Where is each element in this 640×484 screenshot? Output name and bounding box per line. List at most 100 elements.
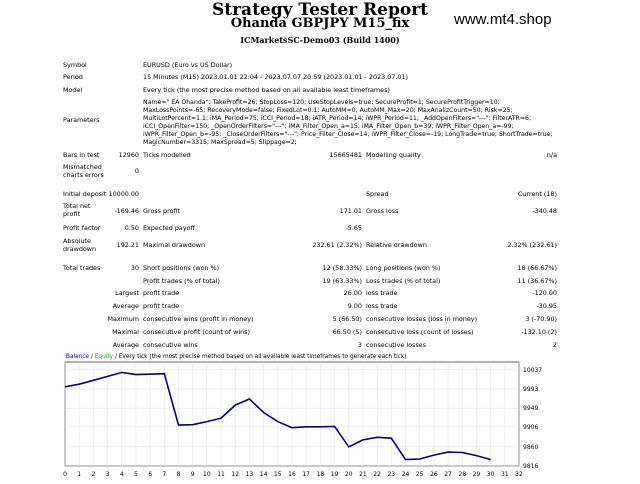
x-tick-label: 9	[191, 471, 195, 478]
legend-sep: /	[89, 354, 95, 360]
avg-cl-value: 2	[552, 341, 557, 349]
grossloss-label: Gross loss	[366, 207, 399, 215]
deposit-label: Initial deposit	[63, 190, 107, 198]
ticks-value: 15665481	[329, 151, 362, 159]
largest-profit-value: 26.00	[343, 289, 362, 297]
y-tick-label: 9816	[523, 463, 538, 470]
average-profit-label: profit trade	[143, 302, 180, 310]
y-tick-label: 9949	[523, 405, 538, 412]
x-tick-label: 25	[416, 471, 424, 478]
maxdd-value: 232.61 (2.32%)	[312, 241, 362, 249]
largest-label: Largest	[115, 289, 139, 297]
netprofit-label: Total net profit	[63, 202, 91, 218]
legend-equity: Equity	[94, 354, 114, 360]
chart-legend: Balance / Equity / Every tick (the most …	[66, 354, 407, 360]
quality-value: n/a	[546, 151, 557, 159]
max-cw-value: 5 (66.50)	[332, 315, 362, 323]
maxdd-label: Maximal drawdown	[143, 241, 206, 249]
x-tick-label: 31	[501, 471, 509, 478]
average-loss-value: -30.95	[536, 302, 557, 310]
trades-value: 30	[130, 264, 139, 272]
ltrades-label: Loss trades (% of total)	[366, 277, 441, 285]
symbol-label: Symbol	[63, 61, 87, 69]
mismatch-label: Mismatched charts errors	[63, 163, 104, 179]
x-tick-label: 3	[106, 471, 110, 478]
watermark: www.mt4.shop	[454, 11, 552, 28]
max-cw-label: consecutive wins (profit in money)	[143, 315, 254, 323]
period-label: Period	[63, 73, 83, 81]
grossprofit-label: Gross profit	[143, 207, 181, 215]
x-tick-label: 15	[274, 471, 282, 478]
maximal-cl-label: consecutive loss (count of losses)	[366, 328, 474, 336]
x-tick-label: 19	[331, 471, 339, 478]
y-tick-label: 9906	[523, 424, 538, 431]
x-tick-label: 6	[148, 471, 152, 478]
bars-label: Bars in test	[63, 151, 100, 159]
absdd-value: 192.21	[116, 241, 139, 249]
x-tick-label: 5	[134, 471, 138, 478]
max-cl-label: consecutive losses (loss in money)	[366, 315, 478, 323]
largest-loss-label: loss trade	[366, 289, 398, 297]
max-cl-value: 3 (-70.90)	[525, 315, 557, 323]
reldd-label: Relative drawdown	[366, 241, 427, 249]
x-tick-label: 24	[402, 471, 410, 478]
absdd-label: Absolute drawdown	[63, 237, 97, 253]
legend-rest: / Every tick (the most precise method ba…	[113, 354, 407, 360]
ticks-label: Ticks modelled	[143, 151, 191, 159]
mismatch-value: 0	[134, 167, 139, 175]
x-tick-label: 7	[162, 471, 166, 478]
x-tick-label: 16	[288, 471, 296, 478]
x-tick-label: 32	[515, 471, 523, 478]
report-title: Strategy Tester Report	[211, 0, 429, 20]
avg-cw-label: consecutive wins	[143, 341, 198, 349]
bars-value: 12960	[118, 151, 139, 159]
x-tick-label: 27	[444, 471, 452, 478]
x-tick-label: 13	[246, 471, 254, 478]
maximal-cp-label: consecutive profit (count of wins)	[143, 328, 250, 336]
parameters-value: Name=" EA Ohanda"; TakeProfit=26; StopLo…	[143, 99, 553, 146]
x-tick-label: 22	[373, 471, 381, 478]
spread-label: Spread	[366, 190, 389, 198]
y-tick-label: 9860	[523, 444, 538, 451]
pf-value: 0.50	[124, 224, 139, 232]
x-tick-label: 21	[359, 471, 367, 478]
maximal-cp-value: 66.50 (5)	[332, 328, 362, 336]
ptrades-label: Profit trades (% of total)	[143, 277, 220, 285]
quality-label: Modelling quality	[366, 151, 421, 159]
largest-loss-value: -120.00	[532, 289, 557, 297]
short-value: 12 (58.33%)	[322, 264, 362, 272]
maximal-cl-value: -132.10 (2)	[521, 328, 557, 336]
y-tick-label: 9993	[523, 386, 538, 393]
series-line-balance	[64, 371, 491, 461]
x-tick-label: 28	[458, 471, 466, 478]
report-subtitle: Ohanda GBPJPY M15_fix	[230, 16, 410, 31]
grossloss-value: -340.48	[532, 207, 557, 215]
avg-cl-label: consecutive losses	[366, 341, 426, 349]
average2-label: Average	[112, 341, 139, 349]
x-tick-label: 18	[317, 471, 325, 478]
x-tick-label: 4	[120, 471, 124, 478]
x-tick-label: 1	[77, 471, 81, 478]
maximum-label: Maximum	[107, 315, 140, 323]
broker-name: ICMarketsSC-Demo03 (Build 1400)	[240, 35, 400, 45]
long-value: 18 (66.67%)	[517, 264, 557, 272]
x-tick-label: 20	[345, 471, 353, 478]
x-tick-label: 29	[473, 471, 481, 478]
average-profit-value: 9.00	[347, 302, 362, 310]
x-tick-label: 8	[177, 471, 181, 478]
payoff-value: -5.65	[345, 224, 362, 232]
x-tick-label: 0	[63, 471, 67, 478]
balance-chart: 0 1 2 3 4 5 6 7 8 9 10 11 12 13 14 15 16 17 18 19 20 21 22 23 24…	[63, 354, 559, 480]
pf-label: Profit factor	[63, 224, 101, 232]
model-value: Every tick (the most precise method base…	[143, 86, 390, 94]
x-tick-label: 2	[91, 471, 95, 478]
x-tick-label: 12	[231, 471, 239, 478]
ptrades-value: 19 (63.33%)	[322, 277, 362, 285]
period-value: 15 Minutes (M15) 2023.01.01 22:04 - 2023…	[143, 73, 409, 81]
x-tick-label: 17	[302, 471, 310, 478]
netprofit-value: -169.46	[114, 207, 139, 215]
x-tick-label: 30	[487, 471, 495, 478]
balance-chart-svg: 0 1 2 3 4 5 6 7 8 9 10 11 12 13 14 15 16 17 18 19 20 21 22 23 24…	[63, 361, 542, 478]
largest-profit-label: profit trade	[143, 289, 180, 297]
avg-cw-value: 3	[357, 341, 362, 349]
